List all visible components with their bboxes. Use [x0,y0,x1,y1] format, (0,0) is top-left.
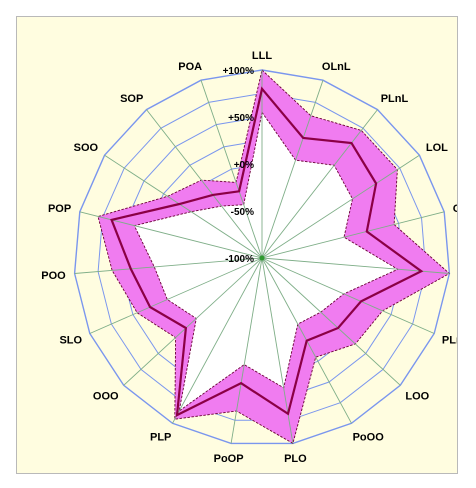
spoke-PLnL [261,109,378,259]
category-label-OOO: OOO [93,391,119,403]
spoke-PLP [172,257,263,424]
spoke-PLnO [261,257,435,334]
center-marker [259,255,265,261]
spoke-SOP [146,109,263,259]
spoke-PLL [261,257,450,274]
spoke-SOO [104,154,263,259]
spoke-OOO [123,257,263,386]
category-label-SOO: SOO [74,142,99,154]
category-label-LLL: LLL [252,50,272,62]
category-label-PLnL: PLnL [381,93,409,105]
category-label-LOO: LOO [405,391,429,403]
category-label-PLnO: PLnO [442,335,458,347]
grid-ring-7 [73,69,451,445]
category-label-OLnO: OLnO [453,203,458,215]
spoke-POO [74,257,263,274]
category-label-POP: POP [48,203,71,215]
category-label-POO: POO [41,270,66,282]
category-label-PLP: PLP [150,432,171,444]
radar-chart: -100% -50% +0% +50% +100% LLL OLnL PLnL LOL OLnO P… [41,50,458,465]
spoke-POA [200,80,263,259]
radial-tick-label: -50% [231,207,254,218]
spoke-SLO [89,257,263,334]
category-label-SLO: SLO [59,335,82,347]
spoke-POP [79,211,263,259]
category-label-SOP: SOP [120,93,143,105]
category-label-OLnL: OLnL [322,61,351,73]
spoke-LOL [261,154,420,259]
spoke-OLnO [261,211,445,259]
radial-tick-label: -100% [225,254,254,265]
category-label-PoOO: PoOO [353,432,385,444]
category-label-PLO: PLO [284,453,307,465]
category-label-LOL: LOL [426,142,448,154]
chart-frame: -100% -50% +0% +50% +100% LLL OLnL PLnL LOL OLnO P… [16,16,458,474]
spoke-LOO [261,257,401,386]
spoke-PoOP [230,257,263,444]
radial-tick-label: +50% [228,113,254,124]
radial-tick-label: +100% [223,66,255,77]
spoke-OLnL [261,80,324,259]
category-label-POA: POA [178,61,202,73]
series-middle-line [110,86,424,417]
category-label-PoOP: PoOP [214,453,244,465]
radial-tick-label: +0% [234,160,254,171]
